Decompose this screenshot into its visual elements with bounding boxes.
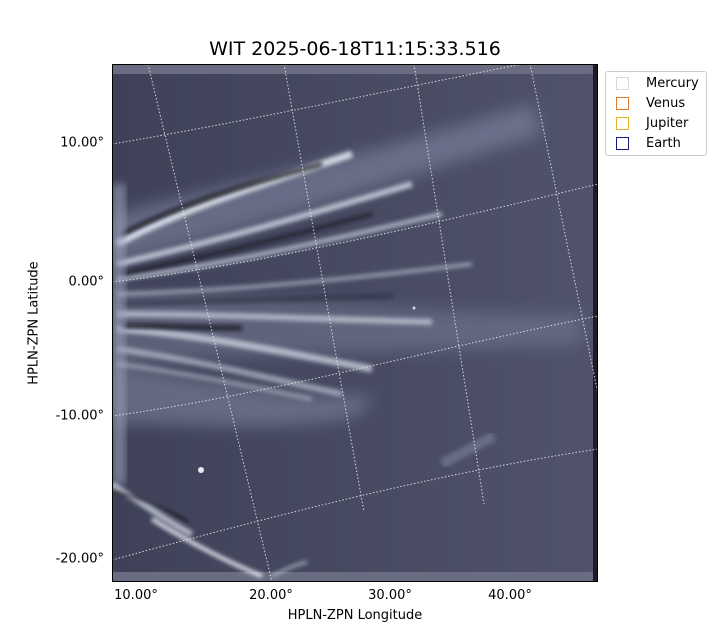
legend-label: Venus (646, 95, 686, 111)
x-axis-label: HPLN-ZPN Longitude (287, 608, 423, 623)
heliospheric-image (112, 64, 598, 582)
x-tick-label: 20.00° (249, 588, 293, 603)
legend-label: Mercury (646, 75, 699, 91)
legend-item: Jupiter (616, 114, 688, 132)
legend-swatch (616, 116, 629, 130)
legend-swatch (616, 76, 629, 90)
x-tick-label: 10.00° (114, 588, 158, 603)
legend: Mercury Venus Jupiter Earth (605, 71, 707, 156)
y-tick-label: -20.00° (55, 551, 104, 567)
legend-swatch (616, 136, 629, 150)
legend-label: Earth (646, 135, 681, 151)
x-tick-label: 40.00° (488, 588, 532, 603)
legend-item: Earth (616, 134, 681, 152)
y-tick-label: -10.00° (55, 408, 104, 424)
plot-title: WIT 2025-06-18T11:15:33.516 (209, 38, 501, 60)
y-tick-label: 0.00° (68, 274, 104, 290)
legend-item: Mercury (616, 74, 699, 92)
legend-swatch (616, 96, 629, 110)
y-axis-label: HPLN-ZPN Latitude (26, 261, 42, 385)
x-tick-label: 30.00° (368, 588, 412, 603)
legend-item: Venus (616, 94, 685, 112)
y-tick-label: 10.00° (60, 135, 104, 151)
legend-label: Jupiter (646, 115, 689, 131)
